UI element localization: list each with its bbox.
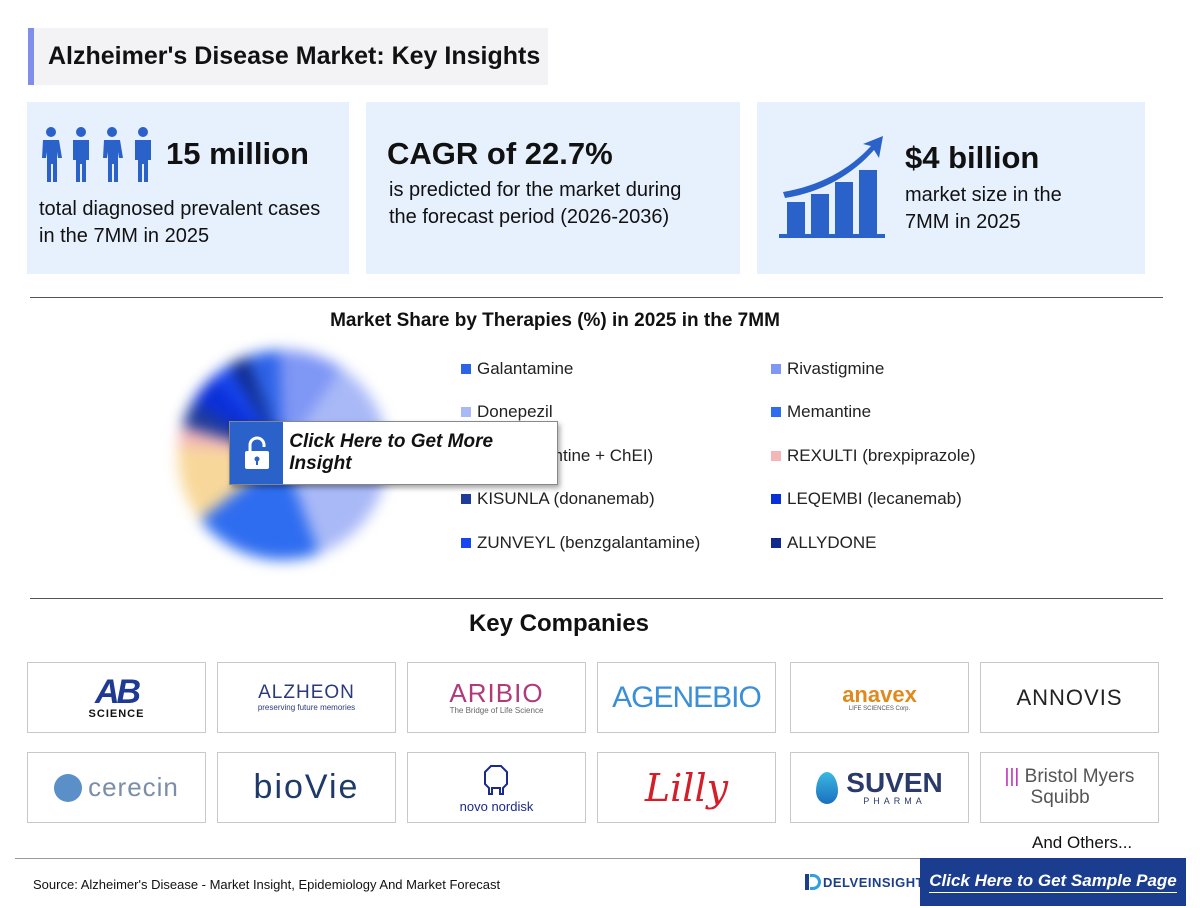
cagr-value: CAGR of 22.7%: [387, 136, 613, 171]
source-text: Source: Alzheimer's Disease - Market Ins…: [33, 877, 501, 892]
logo-bms: ||| Bristol Myers Squibb: [980, 752, 1159, 823]
delveinsight-icon: [805, 874, 821, 890]
stat-card-cagr: CAGR of 22.7% is predicted for the marke…: [366, 102, 740, 274]
stat-card-cases: 15 million total diagnosed prevalent cas…: [27, 102, 349, 274]
stat-card-market: $4 billion market size in the 7MM in 202…: [757, 102, 1145, 274]
page-title: Alzheimer's Disease Market: Key Insights: [48, 42, 541, 70]
logo-aribio: ARIBIO The Bridge of Life Science: [407, 662, 586, 733]
logo-annovis: ANNOVIS: [980, 662, 1159, 733]
cagr-text-1: is predicted for the market during: [389, 179, 682, 201]
legend-item: ALLYDONE: [771, 533, 876, 553]
logo-alzheon: ALZHEON preserving future memories: [217, 662, 396, 733]
legend-label: Memantine: [787, 402, 872, 421]
sample-page-label: Click Here to Get Sample Page: [929, 871, 1177, 893]
legend-swatch: [771, 407, 781, 417]
divider-1: [30, 297, 1163, 298]
legend-swatch: [461, 364, 471, 374]
delveinsight-logo: DELVEINSIGHT: [803, 872, 924, 892]
market-value: $4 billion: [905, 140, 1040, 175]
logo-novo-nordisk: novo nordisk: [407, 752, 586, 823]
logo-suven: SUVEN PHARMA: [790, 752, 969, 823]
cases-text-2: in the 7MM in 2025: [39, 225, 210, 247]
and-others-label: And Others...: [1032, 833, 1133, 852]
suven-drop-icon: [816, 771, 839, 804]
legend-swatch: [461, 494, 471, 504]
more-insight-button[interactable]: Click Here to Get More Insight: [229, 421, 558, 485]
legend-label: ZUNVEYL (benzgalantamine): [477, 533, 701, 552]
chart-title: Market Share by Therapies (%) in 2025 in…: [330, 310, 780, 331]
market-text-1: market size in the: [905, 184, 1062, 206]
logo-ab-science: AB SCIENCE: [27, 662, 206, 733]
page-title-box: Alzheimer's Disease Market: Key Insights: [28, 28, 548, 85]
legend-label: Donepezil: [477, 402, 553, 421]
legend-item: Donepezil: [461, 402, 553, 422]
legend-label: LEQEMBI (lecanemab): [787, 489, 962, 508]
legend-label: KISUNLA (donanemab): [477, 489, 655, 508]
apis-bull-icon: [483, 765, 508, 795]
legend-swatch: [461, 538, 471, 548]
legend-swatch: [771, 494, 781, 504]
logo-anavex: anavex LIFE SCIENCES Corp.: [790, 662, 969, 733]
legend-label: REXULTI (brexpiprazole): [787, 446, 976, 465]
logo-lilly: Lilly: [597, 752, 776, 823]
cagr-text-2: the forecast period (2026-2036): [389, 206, 670, 228]
footer-divider: [15, 858, 920, 859]
legend-swatch: [771, 364, 781, 374]
legend-item: ZUNVEYL (benzgalantamine): [461, 533, 700, 553]
legend-swatch: [771, 451, 781, 461]
legend-item: Rivastigmine: [771, 359, 884, 379]
people-icon: [42, 127, 151, 182]
more-insight-label: Click Here to Get More Insight: [289, 431, 494, 474]
growth-chart-icon: [779, 136, 885, 238]
legend-item: KISUNLA (donanemab): [461, 489, 655, 509]
cerecin-icon: [54, 773, 83, 802]
legend-label: Galantamine: [477, 359, 574, 378]
unlock-icon: [230, 422, 284, 484]
legend-label: ALLYDONE: [787, 533, 877, 552]
logo-biovie: bioVie: [217, 752, 396, 823]
sample-page-button[interactable]: Click Here to Get Sample Page: [920, 858, 1186, 906]
legend-item: Galantamine: [461, 359, 573, 379]
companies-title: Key Companies: [468, 610, 650, 637]
legend-swatch: [771, 538, 781, 548]
market-text-2: 7MM in 2025: [905, 211, 1021, 233]
legend-item: Memantine: [771, 402, 871, 422]
divider-2: [30, 598, 1163, 599]
cases-value: 15 million: [166, 136, 309, 171]
cases-text-1: total diagnosed prevalent cases: [39, 198, 321, 220]
logo-cerecin: cerecin: [27, 752, 206, 823]
legend-item: REXULTI (brexpiprazole): [771, 446, 976, 466]
legend-label: Rivastigmine: [787, 359, 885, 378]
legend-item: LEQEMBI (lecanemab): [771, 489, 962, 509]
legend-swatch: [461, 407, 471, 417]
logo-agenebio: AGENEBIO: [597, 662, 776, 733]
